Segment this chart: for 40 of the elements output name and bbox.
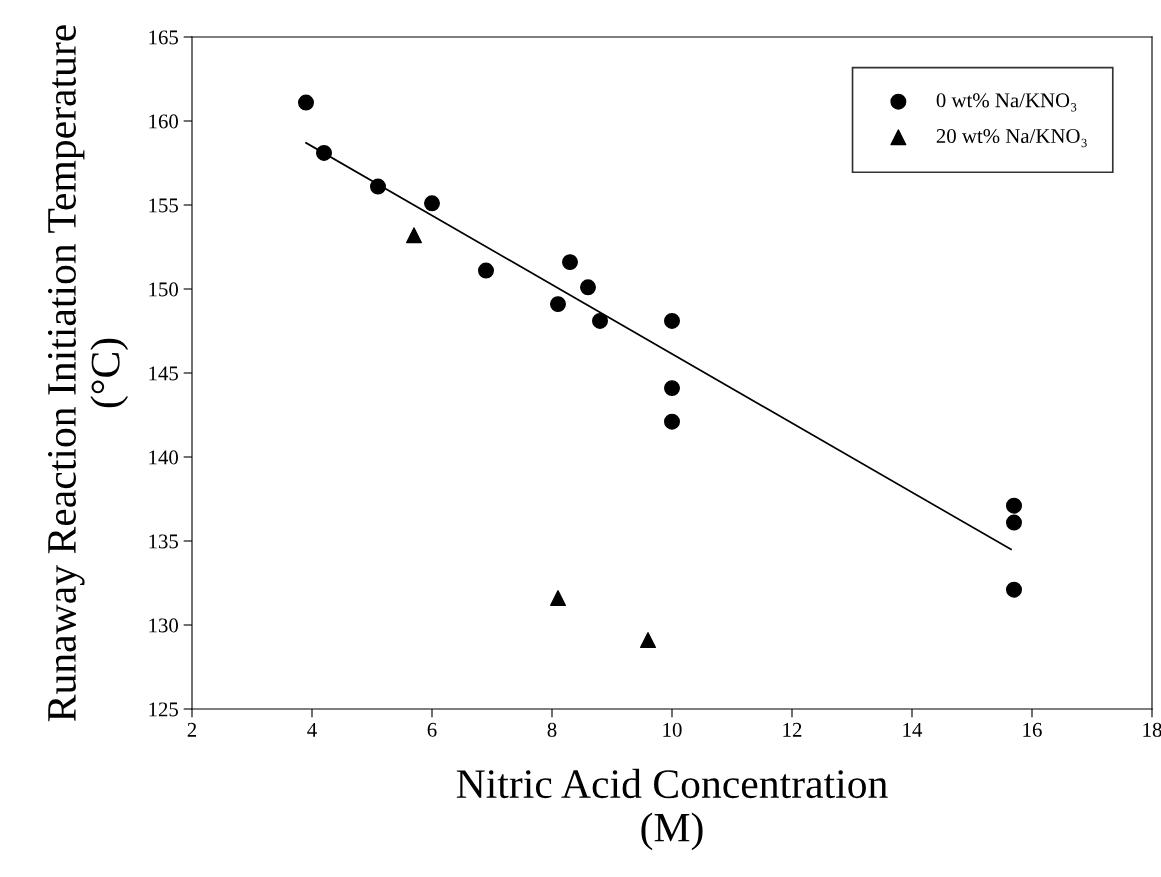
legend-label: 0 wt% Na/KNO₃ xyxy=(936,93,1077,112)
point xyxy=(424,195,440,212)
point xyxy=(550,296,566,313)
y-tick-label: 145 xyxy=(149,366,178,381)
point xyxy=(580,279,596,296)
y-axis-title: Runaway Reaction Initiation Temperature (°C) xyxy=(47,25,129,722)
point xyxy=(562,254,578,271)
point xyxy=(478,262,494,279)
point xyxy=(592,312,608,329)
x-tick-label: 14 xyxy=(903,722,923,737)
point xyxy=(1006,514,1022,531)
y-tick-label: 150 xyxy=(149,282,179,297)
y-tick-label: 130 xyxy=(149,618,179,633)
point xyxy=(640,632,656,649)
y-tick-label: 125 xyxy=(149,702,178,717)
y-tick-label: 135 xyxy=(149,534,178,549)
point xyxy=(664,413,680,430)
x-tick-label: 8 xyxy=(547,722,557,737)
point xyxy=(370,178,386,195)
point xyxy=(1006,581,1022,598)
x-tick-label: 16 xyxy=(1023,722,1042,737)
point xyxy=(406,227,422,244)
x-tick-label: 6 xyxy=(427,722,437,737)
point xyxy=(664,312,680,329)
x-axis-title: Nitric Acid Concentration (M) xyxy=(456,768,888,851)
legend-label: 20 wt% Na/KNO₃ xyxy=(936,128,1087,148)
y-tick-label: 155 xyxy=(149,198,178,213)
x-tick-label: 2 xyxy=(187,722,197,737)
x-tick-label: 4 xyxy=(307,722,317,737)
point xyxy=(550,590,566,607)
y-tick-label: 165 xyxy=(149,30,178,45)
x-tick-label: 12 xyxy=(783,722,802,737)
point xyxy=(1006,497,1022,514)
point xyxy=(298,94,314,111)
point xyxy=(664,380,680,397)
x-tick-label: 10 xyxy=(663,722,682,737)
x-tick-label: 18 xyxy=(1143,722,1161,737)
point xyxy=(316,144,332,161)
y-tick-label: 140 xyxy=(149,450,179,465)
y-tick-label: 160 xyxy=(149,114,179,129)
